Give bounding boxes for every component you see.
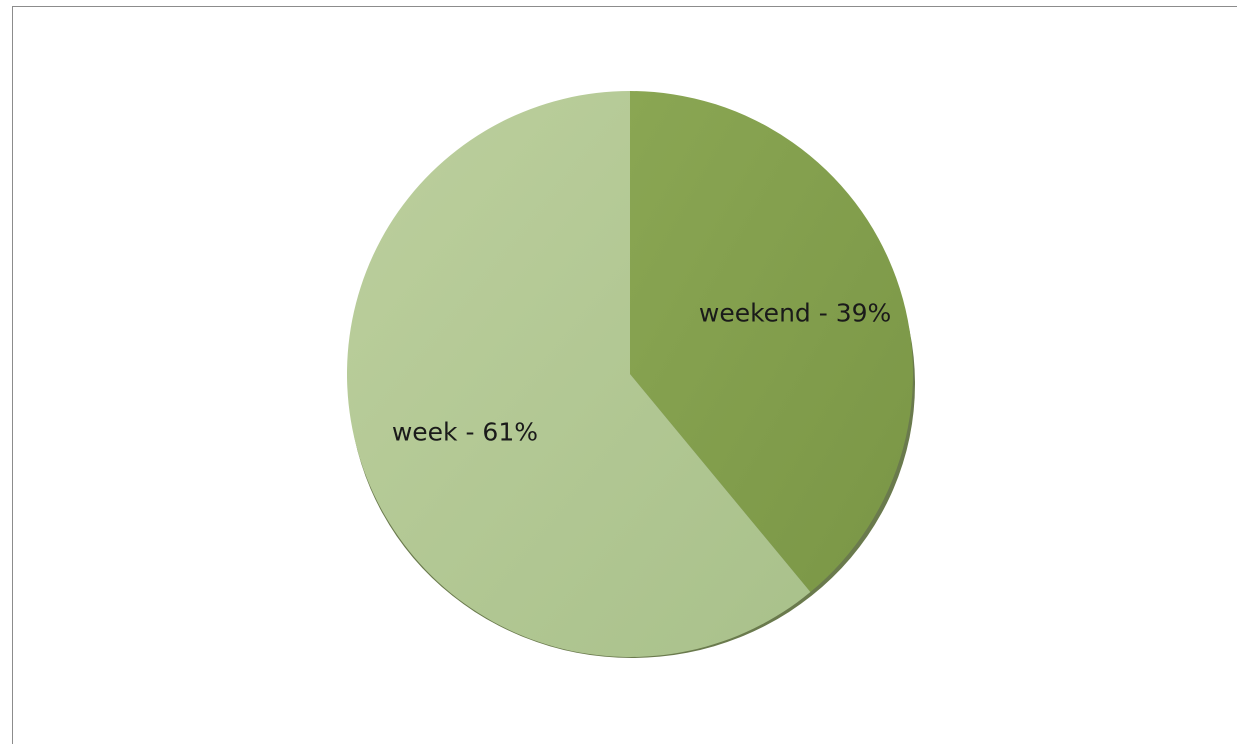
slice-label-weekend: weekend - 39% xyxy=(699,299,891,328)
pie-slice-week xyxy=(346,91,811,657)
slice-label-week: week - 61% xyxy=(392,417,538,446)
pie-slice-weekend xyxy=(630,91,913,593)
